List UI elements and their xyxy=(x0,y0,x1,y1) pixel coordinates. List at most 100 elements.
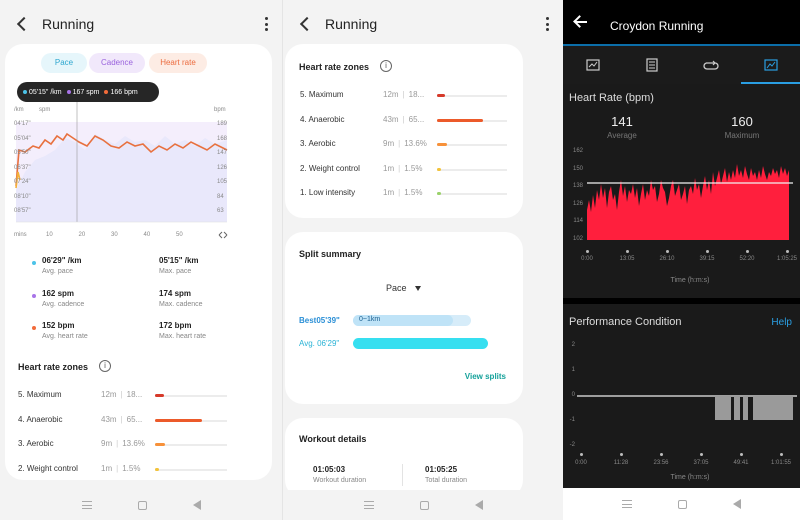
avg-pace-dot-icon xyxy=(32,261,36,265)
heart-rate-dot-icon xyxy=(104,90,109,94)
android-nav-bar xyxy=(0,490,282,520)
hr-y-tick: 162 xyxy=(572,148,583,154)
view-splits-link[interactable]: View splits xyxy=(464,372,506,381)
zone-value: 12m | 18... xyxy=(101,390,142,399)
zone-duration: 43m xyxy=(383,114,399,124)
home-icon[interactable] xyxy=(678,499,687,509)
home-icon[interactable] xyxy=(137,500,147,510)
left-axis-tick: 07'24" xyxy=(14,179,31,185)
zone-bar-fill xyxy=(437,167,441,171)
header: Running xyxy=(0,0,282,48)
hr-y-tick: 126 xyxy=(572,200,583,207)
best-split-bar-label: 0~1km xyxy=(359,316,381,323)
zone-name: 2. Weight control xyxy=(300,163,360,173)
heart-rate-zones-card: Heart rate zones i 5. Maximum 12m | 18... 4.… xyxy=(285,44,523,218)
avg-value: 06'29" xyxy=(317,339,340,348)
zone-separator: | xyxy=(402,114,405,124)
right-axis-tick: 105 xyxy=(217,179,228,185)
perf-x-axis-title: Time (h:m:s) xyxy=(670,474,710,481)
zone-percent: 18... xyxy=(126,390,143,399)
zone-duration: 9m xyxy=(101,439,113,448)
zone-bar-fill xyxy=(155,394,164,397)
left-axis-tick: 06'37" xyxy=(14,164,31,171)
recent-apps-icon[interactable] xyxy=(622,500,632,508)
hr-average-value: 141 xyxy=(611,114,633,129)
charts-icon xyxy=(763,59,778,71)
avg-cadence-dot-icon xyxy=(32,294,36,298)
tooltip-pace: 05'15" /km xyxy=(29,88,62,96)
charts-tab[interactable] xyxy=(741,46,800,84)
zone-duration: 1m xyxy=(101,463,113,473)
max-heart-rate-value: 172 bpm xyxy=(159,321,192,330)
zone-percent: 13.6% xyxy=(122,439,145,448)
zone-percent: 13.6% xyxy=(404,139,427,148)
hr-x-tick: 26:10 xyxy=(659,256,675,262)
zone-name: 3. Aerobic xyxy=(18,439,54,448)
left-axis-tick: 08'10" xyxy=(14,193,31,200)
perf-x-tick-dot xyxy=(700,453,703,456)
x-axis-tick: 50 xyxy=(176,232,183,238)
pace-dropdown[interactable]: Pace xyxy=(386,283,422,293)
max-pace-value: 05'15" /km xyxy=(159,256,199,265)
back-arrow-icon[interactable] xyxy=(575,16,587,28)
zone-bar-track xyxy=(155,418,227,422)
hr-y-tick: 114 xyxy=(573,218,583,224)
more-options-icon[interactable] xyxy=(545,17,549,31)
chip-cadence[interactable]: Cadence xyxy=(89,53,145,73)
home-icon[interactable] xyxy=(419,500,429,510)
nav-back-icon[interactable] xyxy=(474,500,483,510)
zone-bar-fill xyxy=(437,118,483,122)
dropdown-value: Pace xyxy=(386,283,407,293)
summary-tab[interactable] xyxy=(563,46,622,84)
perf-x-tick-dot xyxy=(620,453,623,456)
zone-bar-fill xyxy=(437,143,447,146)
avg-split: Avg. 06'29" xyxy=(299,339,339,348)
back-arrow-icon[interactable] xyxy=(297,15,315,33)
split-summary-card: Split summary Pace Best05'39" 0~1km Avg.… xyxy=(285,232,523,404)
right-axis-unit: bpm xyxy=(214,107,226,113)
laps-tab[interactable] xyxy=(681,46,740,84)
hr-y-tick: 138 xyxy=(572,183,583,189)
recent-apps-icon[interactable] xyxy=(363,501,374,509)
hr-x-tick: 13:05 xyxy=(619,256,635,262)
hr-maximum-value: 160 xyxy=(731,114,753,129)
zone-duration: 43m xyxy=(101,414,117,424)
zone-bar-track xyxy=(437,192,507,195)
workout-details-title: Workout details xyxy=(299,434,367,444)
zone-percent: 1.5% xyxy=(404,188,423,197)
zone-value: 43m | 65... xyxy=(383,115,424,124)
zone-separator: | xyxy=(398,139,401,148)
info-icon[interactable]: i xyxy=(380,60,392,72)
recent-apps-icon[interactable] xyxy=(81,501,92,509)
right-axis-tick: 147 xyxy=(217,150,228,156)
nav-back-icon[interactable] xyxy=(192,500,201,510)
zone-bar-track xyxy=(155,467,227,471)
zone-value: 9m | 13.6% xyxy=(101,439,145,448)
details-tab[interactable] xyxy=(622,46,681,84)
perf-x-tick: 23:56 xyxy=(653,460,669,466)
left-phone-screen: Running Pace Cadence Heart rate /km spm … xyxy=(0,0,282,520)
zone-duration: 12m xyxy=(101,390,117,399)
back-arrow-icon[interactable] xyxy=(14,15,32,33)
more-options-icon[interactable] xyxy=(264,17,268,31)
chip-heart-rate[interactable]: Heart rate xyxy=(149,53,207,73)
zone-separator: | xyxy=(398,163,401,173)
perf-x-tick: 37:05 xyxy=(693,460,709,466)
perf-y-tick: -1 xyxy=(569,417,575,423)
total-duration-label: Total duration xyxy=(425,477,468,484)
workout-duration-value: 01:05:03 xyxy=(313,465,346,474)
chip-pace[interactable]: Pace xyxy=(41,53,87,73)
x-axis-tick: 10 xyxy=(46,232,53,238)
expand-chart-icon[interactable] xyxy=(218,231,228,239)
info-icon[interactable]: i xyxy=(99,360,111,372)
left-axis-tick: 05'50" xyxy=(14,150,31,156)
hr-y-tick: 102 xyxy=(572,235,583,242)
x-axis-label: mins xyxy=(14,232,27,238)
max-cadence-value: 174 spm xyxy=(159,289,192,298)
avg-label: Avg. xyxy=(299,339,315,348)
zone-duration: 1m xyxy=(383,163,395,173)
zone-value: 1m | 1.5% xyxy=(101,464,140,473)
workout-card: Pace Cadence Heart rate /km spm bpm 04'1… xyxy=(5,44,272,480)
help-link[interactable]: Help xyxy=(771,317,792,328)
nav-back-icon[interactable] xyxy=(733,499,741,509)
